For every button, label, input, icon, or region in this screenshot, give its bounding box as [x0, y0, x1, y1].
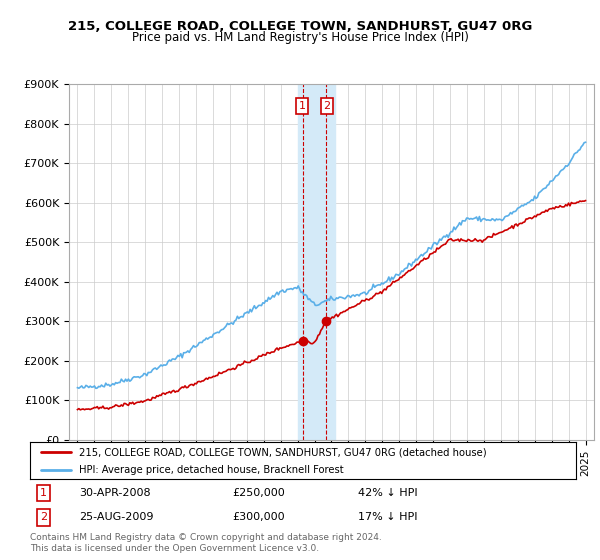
Text: 2: 2	[40, 512, 47, 522]
Text: Contains HM Land Registry data © Crown copyright and database right 2024.
This d: Contains HM Land Registry data © Crown c…	[30, 533, 382, 553]
Text: 30-APR-2008: 30-APR-2008	[79, 488, 151, 498]
Text: 25-AUG-2009: 25-AUG-2009	[79, 512, 154, 522]
Text: Price paid vs. HM Land Registry's House Price Index (HPI): Price paid vs. HM Land Registry's House …	[131, 31, 469, 44]
Text: £300,000: £300,000	[232, 512, 284, 522]
Text: 2: 2	[323, 101, 331, 111]
Text: 42% ↓ HPI: 42% ↓ HPI	[358, 488, 417, 498]
Text: 17% ↓ HPI: 17% ↓ HPI	[358, 512, 417, 522]
Text: 1: 1	[298, 101, 305, 111]
Text: 1: 1	[40, 488, 47, 498]
Text: 215, COLLEGE ROAD, COLLEGE TOWN, SANDHURST, GU47 0RG: 215, COLLEGE ROAD, COLLEGE TOWN, SANDHUR…	[68, 20, 532, 32]
Bar	[298, 84, 335, 440]
Text: 215, COLLEGE ROAD, COLLEGE TOWN, SANDHURST, GU47 0RG (detached house): 215, COLLEGE ROAD, COLLEGE TOWN, SANDHUR…	[79, 447, 487, 457]
Text: HPI: Average price, detached house, Bracknell Forest: HPI: Average price, detached house, Brac…	[79, 465, 344, 475]
Text: £250,000: £250,000	[232, 488, 285, 498]
